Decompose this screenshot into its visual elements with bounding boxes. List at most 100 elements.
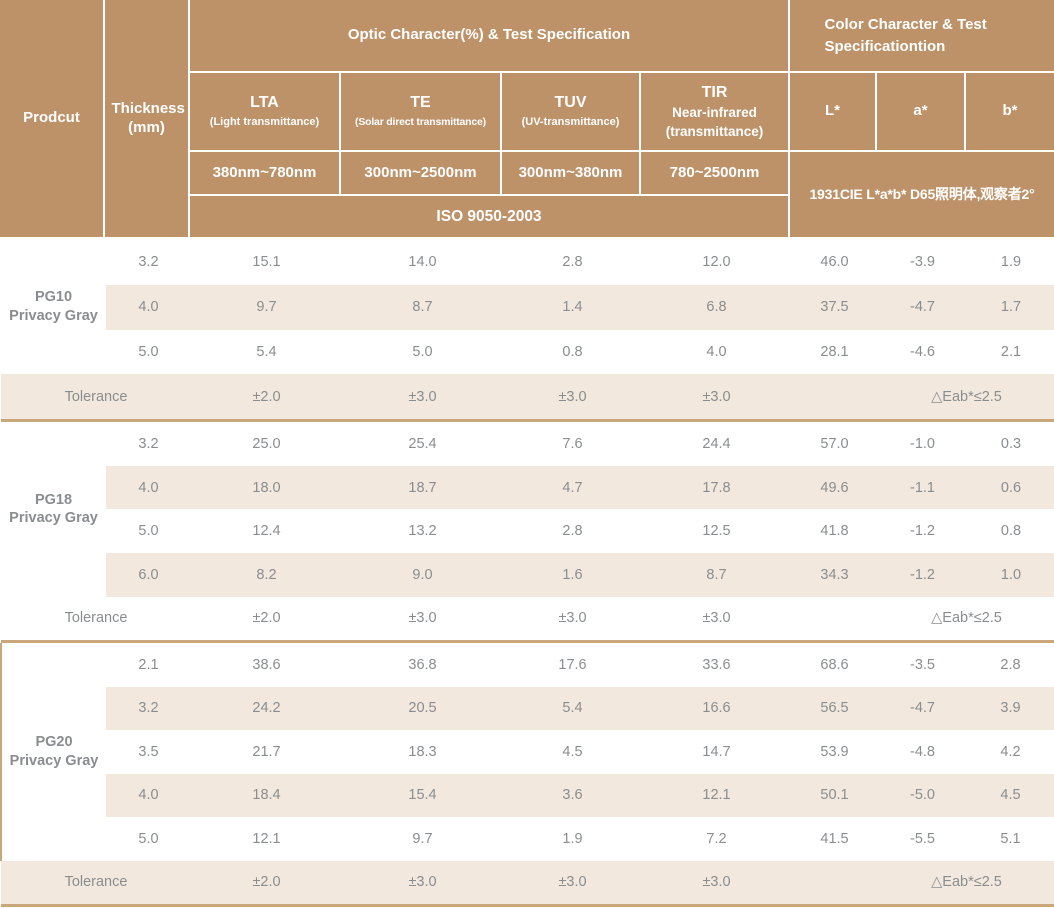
thickness-cell: 3.2 <box>138 700 159 717</box>
product-column-label: Prodcut <box>23 109 80 127</box>
value-cell: 1.6 <box>562 566 583 583</box>
color-group-header: Color Character & Test Specificationtion <box>790 0 1054 73</box>
thickness-column-label: Thickness (mm) <box>111 99 185 136</box>
section-divider-line <box>1 640 1054 644</box>
value-cell: 6.8 <box>706 299 727 316</box>
thickness-cell: 4.0 <box>138 299 159 316</box>
col-header-tir: TIR Near-infrared (transmittance) <box>641 73 790 152</box>
tolerance-row: Tolerance ±2.0 ±3.0 ±3.0 ±3.0 △Eab*≤2.5 <box>1 374 1054 420</box>
value-cell: -4.8 <box>910 743 935 760</box>
table-row: 4.0 18.4 15.4 3.6 12.1 50.1 -5.0 4.5 <box>1 773 1054 818</box>
thickness-cell: 2.1 <box>138 656 159 673</box>
section-divider-row <box>1 640 1054 644</box>
value-cell: 5.1 <box>967 817 1054 861</box>
value-cell: 20.5 <box>408 700 437 717</box>
tuv-subtitle: (UV-transmittance) <box>521 116 620 129</box>
col-header-bstar: b* <box>966 73 1054 152</box>
col-header-lstar: L* <box>790 73 877 152</box>
optic-group-label: Optic Character(%) & Test Specification <box>347 26 631 44</box>
table-row: PG18 Privacy Gray 3.2 25.0 25.4 7.6 24.4 57.0 -1… <box>1 422 1054 597</box>
value-cell: 2.8 <box>562 523 583 540</box>
col-header-te: TE (Solar direct transmittance) <box>341 73 502 152</box>
value-cell: -1.2 <box>910 523 935 540</box>
value-cell: 0.8 <box>562 343 583 360</box>
product-cell: PG18 Privacy Gray <box>1 422 106 597</box>
product-cell: PG10 Privacy Gray <box>1 240 106 375</box>
value-cell: -4.6 <box>910 343 935 360</box>
value-cell: 41.8 <box>820 523 849 540</box>
tolerance-value-cell: ±2.0 <box>252 610 281 627</box>
value-cell: 1.4 <box>562 299 583 316</box>
value-cell: 25.4 <box>408 435 437 452</box>
tuv-name: TUV <box>554 94 587 112</box>
value-cell: -4.7 <box>910 299 935 316</box>
value-cell: 68.6 <box>820 656 849 673</box>
range-header-tir: 780~2500nm <box>641 152 790 196</box>
value-cell: -4.7 <box>910 700 935 717</box>
spec-table-body: PG10 Privacy Gray 3.2 15.1 14.0 2.8 12.0 46.0 -3… <box>0 240 1054 908</box>
value-cell: -1.2 <box>910 566 935 583</box>
value-cell: -3.5 <box>910 656 935 673</box>
iso-standard-cell: ISO 9050-2003 <box>190 196 790 237</box>
section-divider-line <box>1 904 1054 908</box>
product-name: PG20 <box>35 734 73 751</box>
value-cell: 9.7 <box>256 299 277 316</box>
tolerance-value-cell: ±3.0 <box>408 388 437 405</box>
value-cell: 15.1 <box>252 254 281 271</box>
value-cell: -3.9 <box>910 254 935 271</box>
color-tolerance-cell: △Eab*≤2.5 <box>931 874 1002 891</box>
lta-range: 380nm~780nm <box>212 163 317 181</box>
value-cell: 18.0 <box>252 479 281 496</box>
value-cell: 46.0 <box>820 254 849 271</box>
value-cell: 13.2 <box>408 523 437 540</box>
value-cell: 3.9 <box>967 686 1054 731</box>
value-cell: 53.9 <box>820 743 849 760</box>
value-cell: 7.6 <box>562 435 583 452</box>
cie-standard-label: 1931CIE L*a*b* D65照明体,观察者2° <box>809 185 1035 202</box>
range-header-tuv: 300nm~380nm <box>502 152 641 196</box>
table-row: 5.0 5.4 5.0 0.8 4.0 28.1 -4.6 2.1 <box>1 330 1054 375</box>
value-cell: 2.1 <box>1000 343 1022 360</box>
table-row: PG20 Privacy Gray 2.1 38.6 36.8 17.6 33.6 68.6 -… <box>0 643 1054 861</box>
table-row: 6.0 8.2 9.0 1.6 8.7 34.3 -1.2 1.0 <box>1 552 1054 597</box>
value-cell: 1.9 <box>1000 254 1022 271</box>
iso-standard-label: ISO 9050-2003 <box>436 207 542 225</box>
bstar-label: b* <box>1002 102 1018 120</box>
value-cell: -5.0 <box>910 787 935 804</box>
tolerance-row: Tolerance ±2.0 ±3.0 ±3.0 ±3.0 △Eab*≤2.5 <box>1 597 1054 641</box>
tolerance-value-cell: ±3.0 <box>408 610 437 627</box>
value-cell: 14.0 <box>408 254 437 271</box>
value-cell: 7.2 <box>706 830 727 847</box>
value-cell: 16.6 <box>702 700 731 717</box>
value-cell: 1.9 <box>562 830 583 847</box>
tolerance-value-cell: ±3.0 <box>558 388 587 405</box>
value-cell: 5.4 <box>562 700 583 717</box>
value-cell: 12.1 <box>252 830 281 847</box>
value-cell: 25.0 <box>252 435 281 452</box>
lta-name: LTA <box>250 94 279 112</box>
section-pg20: PG20 Privacy Gray 2.1 38.6 36.8 17.6 33.6 68.6 -… <box>0 643 1054 908</box>
range-header-lta: 380nm~780nm <box>190 152 341 196</box>
thickness-cell: 3.2 <box>138 254 159 271</box>
value-cell: 4.2 <box>967 730 1054 774</box>
empty-cell <box>791 861 878 905</box>
range-header-te: 300nm~2500nm <box>341 152 502 196</box>
value-cell: 36.8 <box>408 656 437 673</box>
value-cell: 14.7 <box>702 743 731 760</box>
value-cell: 18.7 <box>408 479 437 496</box>
tir-range: 780~2500nm <box>669 163 760 181</box>
empty-cell <box>791 374 878 419</box>
tolerance-label-cell: Tolerance <box>64 610 128 627</box>
value-cell: 8.7 <box>706 566 727 583</box>
tolerance-value-cell: ±3.0 <box>558 874 587 891</box>
thickness-cell: 4.0 <box>138 479 159 496</box>
color-group-label: Color Character & Test Specificationtion <box>824 15 987 55</box>
table-row: 4.0 18.0 18.7 4.7 17.8 49.6 -1.1 0.6 <box>1 465 1054 510</box>
lta-subtitle: (Light transmittance) <box>209 116 320 129</box>
tolerance-value-cell: ±3.0 <box>702 610 731 627</box>
value-cell: 0.3 <box>1000 435 1022 452</box>
tuv-range: 300nm~380nm <box>518 163 623 181</box>
product-name: PG18 <box>34 491 73 508</box>
tir-name: TIR <box>701 83 728 101</box>
table-row: 5.0 12.1 9.7 1.9 7.2 41.5 -5.5 5.1 <box>1 817 1054 861</box>
